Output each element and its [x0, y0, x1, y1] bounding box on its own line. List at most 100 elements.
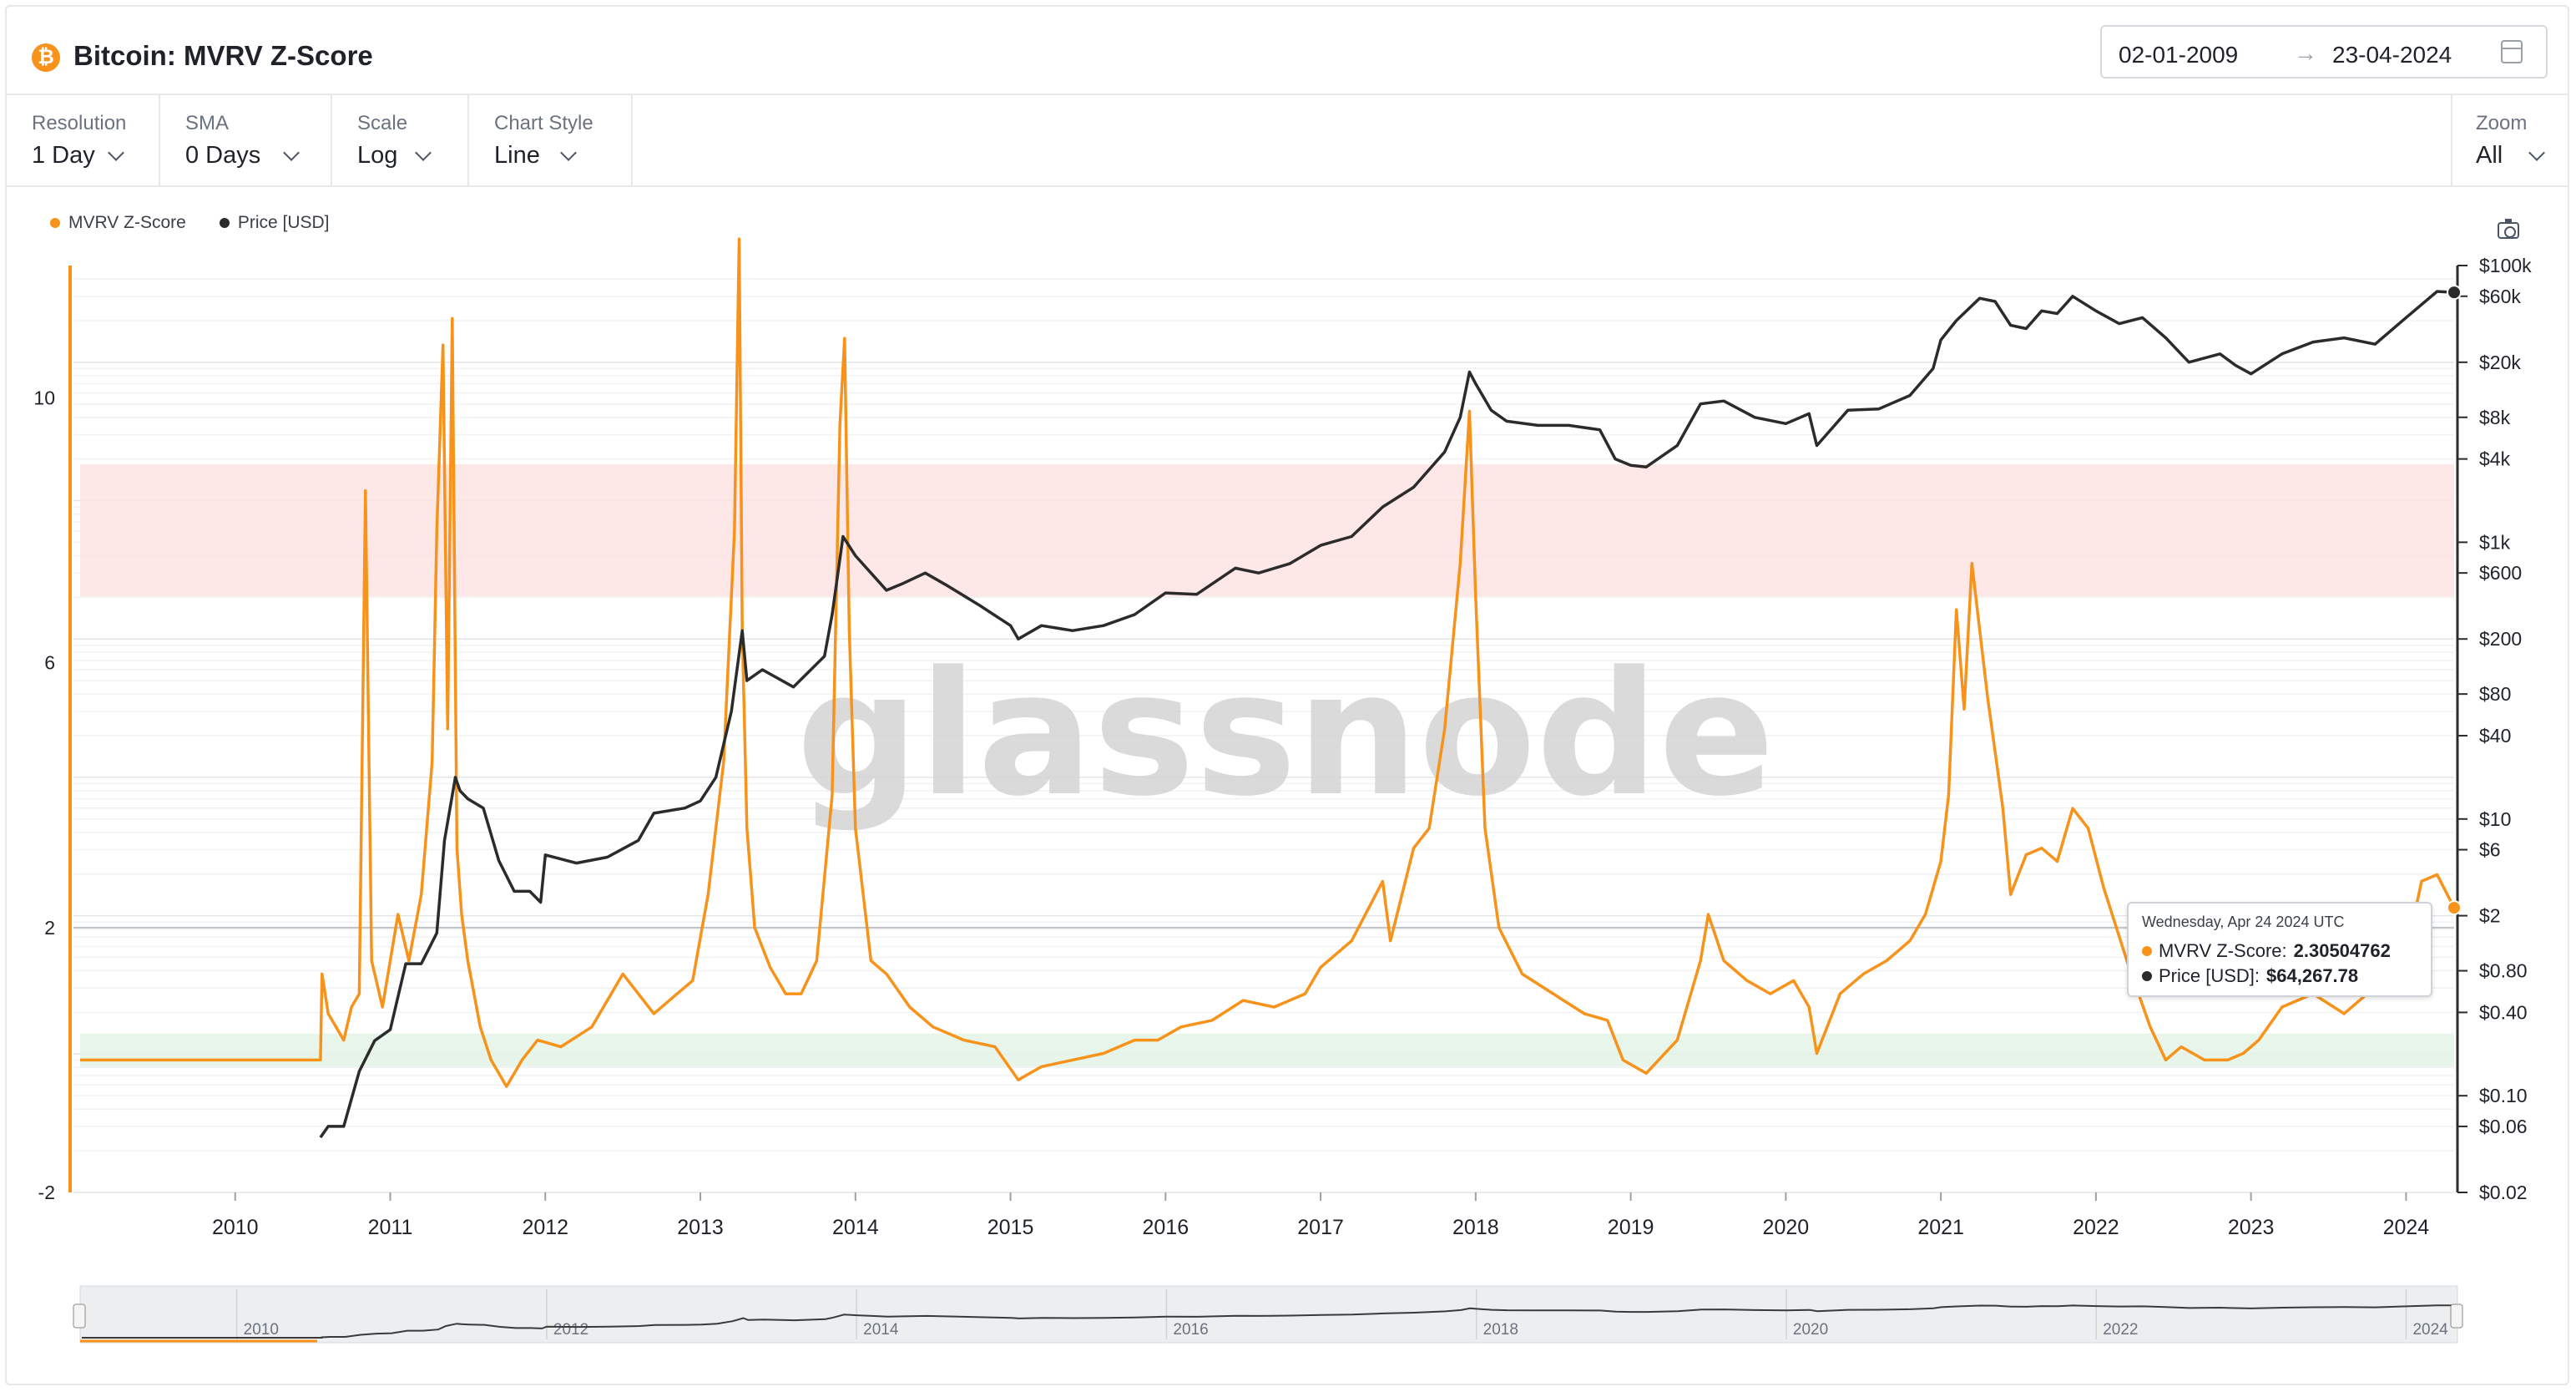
price-dot-icon	[2142, 971, 2152, 981]
chart-style-dropdown[interactable]: Chart Style Line	[469, 95, 633, 185]
resolution-dropdown[interactable]: Resolution 1 Day	[7, 95, 160, 185]
x-tick-label: 2022	[2073, 1216, 2119, 1239]
gridlines	[73, 278, 2454, 1193]
camera-icon[interactable]	[2498, 219, 2519, 239]
header: ₿ Bitcoin: MVRV Z-Score 02-01-2009 → 23-…	[7, 7, 2568, 95]
tooltip-price-label: Price [USD]:	[2159, 965, 2260, 986]
right-tick-label: $4k	[2479, 448, 2511, 470]
chart-style-label: Chart Style	[494, 112, 593, 134]
mvrv-dot-icon	[2142, 946, 2152, 956]
right-tick-label: $0.80	[2479, 960, 2528, 982]
sma-dropdown[interactable]: SMA 0 Days	[160, 95, 332, 185]
tooltip-price-value: $64,267.78	[2266, 965, 2359, 986]
date-arrow-icon: →	[2294, 40, 2317, 66]
mvrv-series-line[interactable]	[80, 237, 2456, 1088]
right-tick-label: $0.40	[2479, 1001, 2528, 1023]
scale-label: Scale	[357, 112, 408, 134]
navigator-year-label: 2016	[1173, 1321, 1208, 1339]
x-tick-label: 2011	[368, 1216, 413, 1239]
navigator-labels: 2010 2012 2014 2016 2018 2020 2022 2024	[235, 1289, 2448, 1339]
x-tick-label: 2020	[1763, 1216, 1810, 1239]
calendar-icon[interactable]	[2501, 40, 2523, 63]
right-axis-ticks: $100k $60k $20k $8k $4k $1k $600 $200 $80 $40 $10 $…	[2457, 255, 2532, 1203]
right-tick-label: $40	[2479, 725, 2511, 747]
left-tick-label: -2	[38, 1182, 55, 1203]
page-title: Bitcoin: MVRV Z-Score	[73, 40, 373, 71]
x-tick-label: 2010	[212, 1216, 259, 1239]
right-tick-label: $100k	[2479, 255, 2532, 276]
zoom-dropdown[interactable]: Zoom All	[2451, 95, 2568, 185]
x-tick-label: 2013	[677, 1216, 724, 1239]
x-axis-ticks: 2010 2011 2012 2013 2014 2015 2016 2017 2018 2019…	[212, 1192, 2429, 1239]
zoom-label: Zoom	[2476, 112, 2528, 134]
right-tick-label: $200	[2479, 628, 2522, 650]
price-hover-marker	[2447, 285, 2462, 301]
left-tick-label: 6	[44, 652, 55, 674]
tooltip-mvrv-label: MVRV Z-Score:	[2159, 940, 2287, 961]
tooltip-date: Wednesday, Apr 24 2024 UTC	[2142, 914, 2345, 930]
tooltip-mvrv-row: MVRV Z-Score: 2.30504762	[2142, 940, 2391, 962]
x-tick-label: 2023	[2228, 1216, 2275, 1239]
date-to[interactable]: 23-04-2024	[2332, 42, 2452, 68]
x-tick-label: 2017	[1297, 1216, 1344, 1239]
right-tick-label: $0.06	[2479, 1116, 2528, 1137]
right-tick-label: $6	[2479, 839, 2501, 861]
navigator-year-label: 2014	[863, 1321, 899, 1339]
right-tick-label: $60k	[2479, 286, 2521, 307]
bitcoin-icon: ₿	[32, 43, 60, 72]
date-range-picker[interactable]: 02-01-2009 → 23-04-2024	[2100, 25, 2548, 78]
undervalued-band	[80, 1033, 2454, 1067]
navigator-right-handle[interactable]	[2450, 1303, 2463, 1329]
navigator-year-label: 2024	[2412, 1321, 2448, 1339]
navigator-year-label: 2022	[2103, 1321, 2138, 1339]
sma-value[interactable]: 0 Days	[185, 142, 261, 169]
legend-item-price[interactable]: Price [USD]	[219, 213, 330, 233]
right-tick-label: $2	[2479, 905, 2501, 927]
navigator-year-label: 2012	[553, 1321, 588, 1339]
price-dot-icon	[219, 218, 230, 228]
toolbar: Resolution 1 Day SMA 0 Days Scale Log Ch…	[7, 95, 2568, 187]
legend-mvrv-label: MVRV Z-Score	[68, 213, 186, 232]
x-tick-label: 2021	[1917, 1216, 1964, 1239]
watermark: glassnode	[796, 635, 1775, 834]
navigator-year-label: 2020	[1793, 1321, 1828, 1339]
right-tick-label: $0.02	[2479, 1182, 2528, 1203]
date-from[interactable]: 02-01-2009	[2119, 42, 2239, 68]
x-tick-label: 2019	[1608, 1216, 1654, 1239]
price-series-line[interactable]	[319, 290, 2455, 1139]
resolution-value[interactable]: 1 Day	[32, 142, 95, 169]
chart-style-value[interactable]: Line	[494, 142, 540, 169]
scale-value[interactable]: Log	[357, 142, 398, 169]
navigator-year-label: 2018	[1483, 1321, 1518, 1339]
navigator-left-handle[interactable]	[73, 1303, 86, 1329]
navigator-price-line	[82, 1304, 2454, 1339]
tooltip-mvrv-value: 2.30504762	[2293, 940, 2391, 961]
x-tick-label: 2015	[987, 1216, 1034, 1239]
right-tick-label: $600	[2479, 562, 2522, 584]
scale-dropdown[interactable]: Scale Log	[332, 95, 469, 185]
right-tick-label: $1k	[2479, 531, 2511, 553]
overvalued-band	[80, 463, 2454, 597]
right-tick-label: $20k	[2479, 352, 2521, 373]
right-tick-label: $8k	[2479, 407, 2511, 428]
bands	[80, 463, 2454, 1067]
range-navigator[interactable]: 2010 2012 2014 2016 2018 2020 2022 2024	[73, 1285, 2463, 1344]
x-tick-label: 2012	[522, 1216, 568, 1239]
x-tick-label: 2018	[1452, 1216, 1499, 1239]
legend-item-mvrv[interactable]: MVRV Z-Score	[50, 213, 186, 233]
legend: MVRV Z-Score Price [USD]	[50, 213, 330, 233]
left-tick-label: 2	[44, 917, 55, 939]
zoom-value[interactable]: All	[2476, 142, 2503, 169]
mvrv-dot-icon	[50, 218, 60, 228]
mvrv-hover-marker	[2447, 900, 2462, 916]
left-axis-ticks: 10 6 2 -2	[33, 387, 55, 1203]
resolution-label: Resolution	[32, 112, 127, 134]
navigator-track[interactable]	[79, 1285, 2458, 1344]
legend-price-label: Price [USD]	[237, 213, 330, 232]
right-tick-label: $0.10	[2479, 1085, 2528, 1106]
right-tick-label: $80	[2479, 683, 2511, 705]
sma-label: SMA	[185, 112, 230, 134]
tooltip: Wednesday, Apr 24 2024 UTC MVRV Z-Score:…	[2127, 902, 2432, 997]
x-tick-label: 2014	[832, 1216, 879, 1239]
